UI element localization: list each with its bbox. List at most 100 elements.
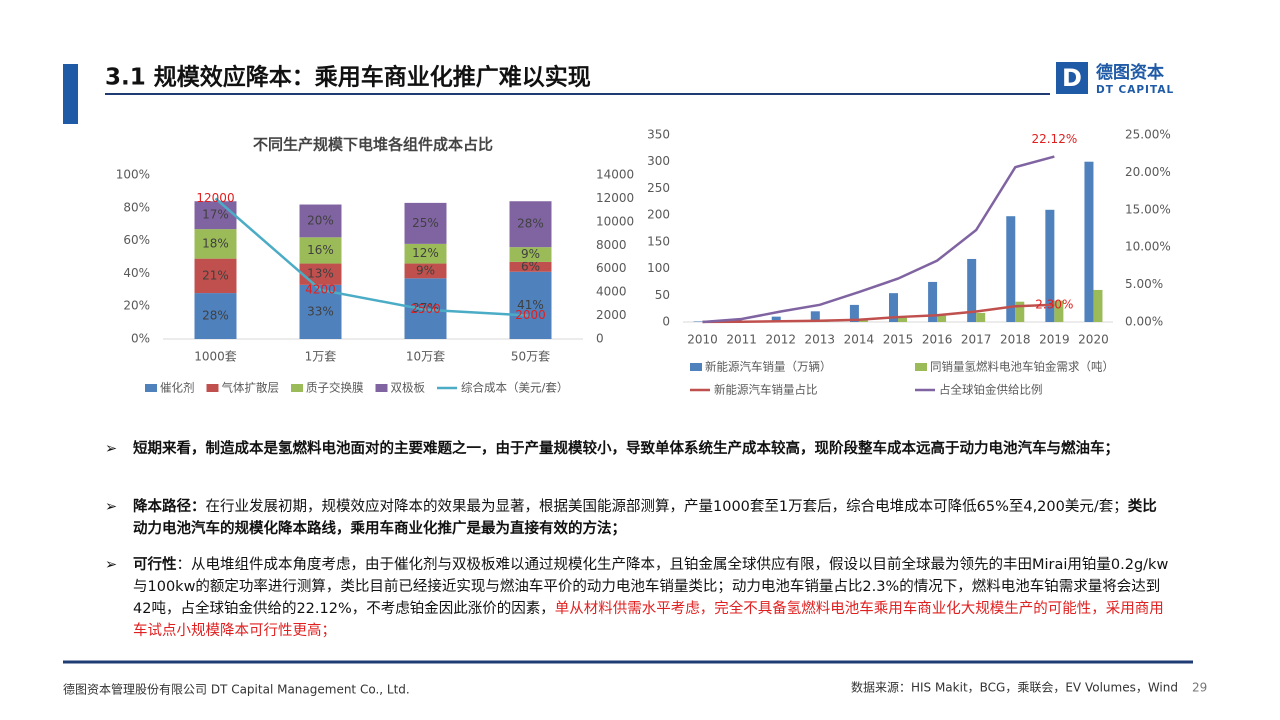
line bbox=[702, 155, 1055, 324]
bar bbox=[693, 321, 703, 322]
x-tick-label: 10万套 bbox=[406, 350, 445, 364]
bar bbox=[928, 281, 938, 322]
title-bar bbox=[63, 64, 78, 124]
legend-swatch bbox=[690, 363, 702, 371]
legend-label: 催化剂 bbox=[160, 381, 195, 395]
bullet-text: 可行性 bbox=[133, 557, 177, 573]
bar bbox=[404, 243, 447, 264]
tick-label: 4000 bbox=[596, 285, 627, 299]
data-label: 28% bbox=[202, 309, 229, 323]
tick-label: 60% bbox=[123, 233, 150, 247]
tick-label: 20% bbox=[123, 299, 150, 313]
x-tick-label: 2020 bbox=[1078, 333, 1109, 347]
bar bbox=[849, 304, 859, 322]
bar bbox=[1084, 161, 1094, 322]
x-tick-label: 1000套 bbox=[194, 350, 237, 364]
data-label: 20% bbox=[307, 213, 334, 227]
data-label: 17% bbox=[202, 208, 229, 222]
bar bbox=[771, 316, 781, 322]
data-label: 28% bbox=[517, 217, 544, 231]
line bbox=[702, 303, 1055, 324]
x-tick-label: 2015 bbox=[883, 333, 914, 347]
logo-text-en: DT CAPITAL bbox=[1096, 84, 1174, 96]
legend-label: 质子交换膜 bbox=[306, 381, 364, 395]
data-label: 9% bbox=[521, 247, 540, 261]
tick-label: 200 bbox=[647, 208, 670, 222]
x-tick-label: 2014 bbox=[844, 333, 875, 347]
bar bbox=[509, 201, 552, 248]
data-label: 2000 bbox=[515, 308, 546, 322]
bar bbox=[194, 293, 237, 339]
tick-label: 0.00% bbox=[1125, 315, 1163, 329]
data-label: 25% bbox=[412, 216, 439, 230]
data-label: 37% bbox=[412, 301, 439, 315]
tick-label: 14000 bbox=[596, 168, 634, 182]
legend-label: 双极板 bbox=[391, 381, 426, 395]
data-label: 22.12% bbox=[1031, 132, 1077, 146]
bar bbox=[1045, 209, 1055, 322]
bullet-text: ：从电堆组件成本角度考虑，由于催化剂与双极板难以通过规模化生产降本，且铂金属全球… bbox=[133, 557, 1169, 617]
bullet: ➢ 降本路径：在行业发展初期，规模效应对降本的效果最为显著，根据美国能源部测算，产… bbox=[105, 499, 1157, 537]
bar bbox=[889, 293, 898, 322]
data-label: 12000 bbox=[196, 191, 234, 205]
bullet-text: 单从材料供需水平考虑，完全不具备氢燃料电池车乘用车商业化大规模生产的可能性，采用… bbox=[133, 601, 1164, 639]
page-number: 29 bbox=[1192, 681, 1207, 695]
tick-label: 12000 bbox=[596, 191, 634, 205]
bar bbox=[299, 284, 342, 339]
footer-source: 数据来源：HIS Makit，BCG，乘联会，EV Volumes，Wind bbox=[851, 680, 1178, 695]
tick-label: 15.00% bbox=[1125, 202, 1171, 216]
tick-label: 80% bbox=[123, 200, 150, 214]
x-tick-label: 2018 bbox=[1000, 333, 1031, 347]
bar bbox=[194, 229, 237, 259]
bar bbox=[1054, 300, 1064, 322]
bar bbox=[509, 261, 552, 272]
bar bbox=[299, 237, 342, 264]
bar bbox=[509, 247, 552, 262]
bullet: ➢ 可行性：从电堆组件成本角度考虑，由于催化剂与双极板难以通过规模化生产降本，且铂… bbox=[105, 557, 1169, 639]
line bbox=[214, 197, 531, 317]
bar bbox=[509, 271, 552, 339]
data-label: 13% bbox=[307, 267, 334, 281]
legend-swatch bbox=[206, 384, 219, 392]
bullet-text: 降本路径： bbox=[133, 499, 206, 515]
bar bbox=[937, 315, 947, 322]
bar bbox=[404, 263, 447, 279]
data-label: 16% bbox=[307, 243, 334, 257]
x-tick-label: 2011 bbox=[726, 333, 757, 347]
x-tick-label: 1万套 bbox=[305, 350, 337, 364]
bar bbox=[976, 312, 986, 322]
x-tick-label: 2017 bbox=[961, 333, 992, 347]
legend-label: 同销量氢燃料电池车铂金需求（吨） bbox=[930, 360, 1114, 374]
legend-swatch bbox=[145, 384, 157, 392]
data-label: 21% bbox=[202, 268, 229, 282]
tick-label: 250 bbox=[647, 181, 670, 195]
bar bbox=[194, 201, 237, 230]
bar bbox=[967, 258, 977, 322]
data-label: 4200 bbox=[305, 282, 336, 296]
bullet-text: 在行业发展初期，规模效应对降本的效果最为显著，根据美国能源部测算，产量1000套… bbox=[205, 499, 1128, 515]
bullet-text: 类比动力电池汽车的规模化降本路线，乘用车商业化推广是最为直接有效的方法； bbox=[133, 499, 1157, 537]
logo-text: 德图资本 bbox=[1096, 62, 1164, 83]
tick-label: 25.00% bbox=[1125, 128, 1171, 142]
tick-label: 40% bbox=[123, 266, 150, 280]
x-tick-label: 2013 bbox=[805, 333, 836, 347]
legend-swatch bbox=[375, 384, 388, 392]
tick-label: 8000 bbox=[596, 238, 627, 252]
bar bbox=[1015, 301, 1025, 322]
bar bbox=[404, 202, 447, 244]
bullet: ➢ 短期来看，制造成本是氢燃料电池面对的主要难题之一，由于产量规模较小，导致单体系… bbox=[105, 441, 1119, 457]
tick-label: 150 bbox=[647, 234, 670, 248]
logo-glyph: D bbox=[1062, 64, 1082, 92]
bar bbox=[194, 258, 237, 294]
x-tick-label: 2019 bbox=[1039, 333, 1070, 347]
legend-label: 新能源汽车销量占比 bbox=[714, 383, 818, 397]
x-tick-label: 2010 bbox=[687, 333, 718, 347]
tick-label: 10.00% bbox=[1125, 240, 1171, 254]
tick-label: 50 bbox=[655, 288, 670, 302]
tick-label: 350 bbox=[647, 128, 670, 142]
data-label: 33% bbox=[307, 304, 334, 318]
legend-label: 综合成本（美元/套） bbox=[461, 381, 568, 395]
data-label: 2500 bbox=[410, 302, 441, 316]
